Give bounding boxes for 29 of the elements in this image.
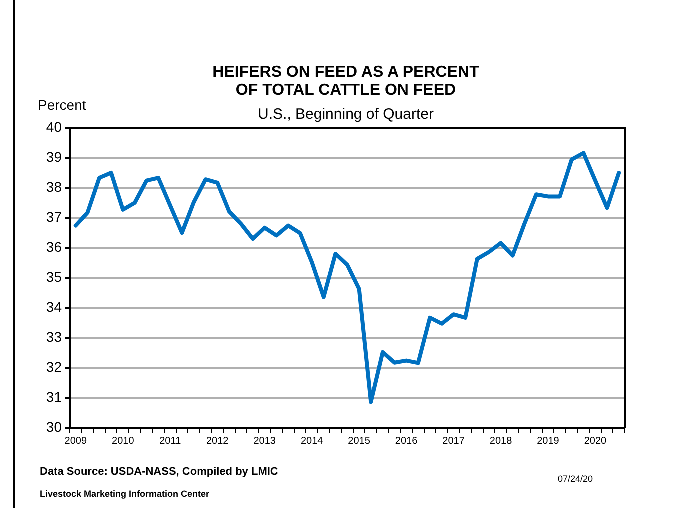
x-tick-label: 2009 <box>64 436 88 447</box>
x-tick-label: 2018 <box>490 436 513 447</box>
y-tick-label: 38 <box>46 178 62 195</box>
chart-title: HEIFERS ON FEED AS A PERCENT OF TOTAL CATTLE ON FEED <box>212 64 480 100</box>
x-tick-label: 2013 <box>254 436 276 447</box>
y-tick-label: 40 <box>46 118 62 135</box>
y-axis-title: Percent <box>38 97 86 113</box>
text: 07/24/20 <box>558 474 594 484</box>
y-tick-label: 33 <box>46 328 62 345</box>
y-tick-label: 31 <box>46 388 62 405</box>
chart-subtitle: U.S., Beginning of Quarter <box>257 106 435 123</box>
x-tick-label: 2012 <box>206 436 230 447</box>
x-tick-label: 2011 <box>160 436 182 447</box>
x-tick-label: 2020 <box>584 436 608 447</box>
x-tick-label: 2014 <box>300 436 324 447</box>
x-tick-label: 2019 <box>537 436 560 447</box>
x-tick-label: 2017 <box>442 436 466 447</box>
x-tick-label: 2010 <box>112 436 135 447</box>
y-tick-label: 35 <box>46 268 62 285</box>
y-tick-label: 32 <box>46 358 62 375</box>
x-tick-label: 2016 <box>395 436 418 447</box>
source-note: Data Source: USDA-NASS, Compiled by LMIC <box>40 466 278 478</box>
text: Livestock Marketing Information Center <box>40 489 210 499</box>
y-tick-label: 37 <box>46 208 62 225</box>
y-tick-label: 39 <box>46 148 62 165</box>
y-tick-label: 34 <box>46 298 62 315</box>
x-tick-label: 2015 <box>348 436 371 447</box>
y-tick-label: 30 <box>46 418 62 435</box>
y-tick-label: 36 <box>46 238 62 255</box>
